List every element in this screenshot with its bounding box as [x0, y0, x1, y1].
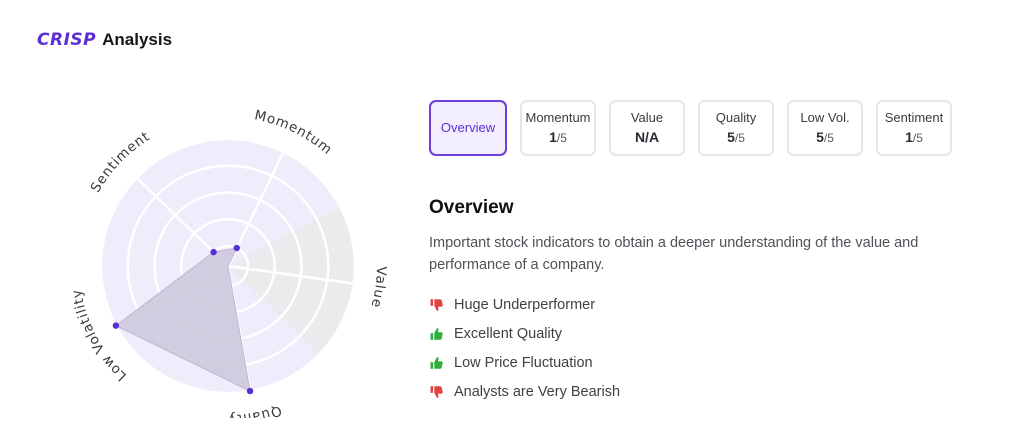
- tab-label: Value: [630, 110, 664, 125]
- tab-quality[interactable]: Quality 5/5: [698, 100, 774, 156]
- thumbs-down-icon: [429, 385, 443, 399]
- tab-label: Momentum: [525, 110, 591, 125]
- radar-score-point: [210, 248, 217, 256]
- tab-score: 5/5: [816, 129, 834, 146]
- header-title: Analysis: [102, 30, 173, 49]
- radar-score-point: [246, 387, 254, 395]
- radar-axis-label: Quality: [227, 402, 284, 418]
- overview-indicator-text: Low Price Fluctuation: [454, 354, 593, 371]
- overview-indicator-text: Analysts are Very Bearish: [454, 383, 621, 400]
- radar-axis-label: Value: [367, 266, 389, 310]
- radar-score-point: [233, 244, 240, 252]
- tab-score: N/A: [635, 129, 659, 146]
- tab-low-vol[interactable]: Low Vol. 5/5: [787, 100, 863, 156]
- overview-indicator-item: Analysts are Very Bearish: [429, 377, 620, 406]
- tab-score-denominator: /5: [823, 131, 834, 145]
- overview-title: Overview: [429, 197, 514, 218]
- radar-ring: [99, 137, 357, 395]
- radar-divider: [227, 264, 354, 285]
- header: CRISP Analysis: [37, 29, 172, 51]
- score-tabs: Overview Momentum 1/5 Value N/A Quality 5/5 Low…: [429, 100, 952, 156]
- tab-score: 1/5: [905, 129, 923, 146]
- radar-chart-svg: MomentumValueQualityLow VolatilitySentim…: [69, 107, 389, 418]
- tab-label: Sentiment: [884, 110, 944, 125]
- tab-score-value: 5: [727, 129, 735, 145]
- thumbs-down-icon: [429, 298, 443, 312]
- tab-label: Low Vol.: [800, 110, 850, 125]
- tab-label: Quality: [715, 110, 757, 125]
- overview-indicator-text: Huge Underperformer: [454, 296, 596, 313]
- overview-indicator-item: Low Price Fluctuation: [429, 348, 620, 377]
- overview-indicator-item: Huge Underperformer: [429, 290, 620, 319]
- thumbs-up-icon: [429, 327, 443, 341]
- overview-description: Important stock indicators to obtain a d…: [429, 235, 919, 273]
- tab-momentum[interactable]: Momentum 1/5: [520, 100, 596, 156]
- thumbs-up-icon: [429, 356, 443, 370]
- tab-score-denominator: /5: [556, 131, 567, 145]
- tab-label: Overview: [440, 120, 496, 135]
- tab-score-denominator: /5: [912, 131, 923, 145]
- tab-sentiment[interactable]: Sentiment 1/5: [876, 100, 952, 156]
- radar-score-point: [112, 322, 120, 329]
- tab-value[interactable]: Value N/A: [609, 100, 685, 156]
- overview-indicator-text: Excellent Quality: [454, 325, 562, 342]
- overview-indicator-list: Huge Underperformer Excellent Quality Low …: [429, 290, 620, 406]
- tab-score: 5/5: [727, 129, 745, 146]
- tab-score-value: 1: [549, 129, 557, 145]
- radar-chart: MomentumValueQualityLow VolatilitySentim…: [60, 88, 400, 418]
- tab-overview[interactable]: Overview: [429, 100, 507, 156]
- radar-score-polygon: [114, 247, 251, 392]
- overview-indicator-item: Excellent Quality: [429, 319, 620, 348]
- tab-score-denominator: /5: [734, 131, 745, 145]
- tab-score: 1/5: [549, 129, 567, 146]
- tab-score-value: N/A: [634, 129, 660, 145]
- tab-score-value: 5: [816, 129, 824, 145]
- crisp-logo[interactable]: CRISP: [37, 30, 97, 50]
- radar-inactive-sector: [228, 206, 355, 355]
- tab-score-value: 1: [905, 129, 913, 145]
